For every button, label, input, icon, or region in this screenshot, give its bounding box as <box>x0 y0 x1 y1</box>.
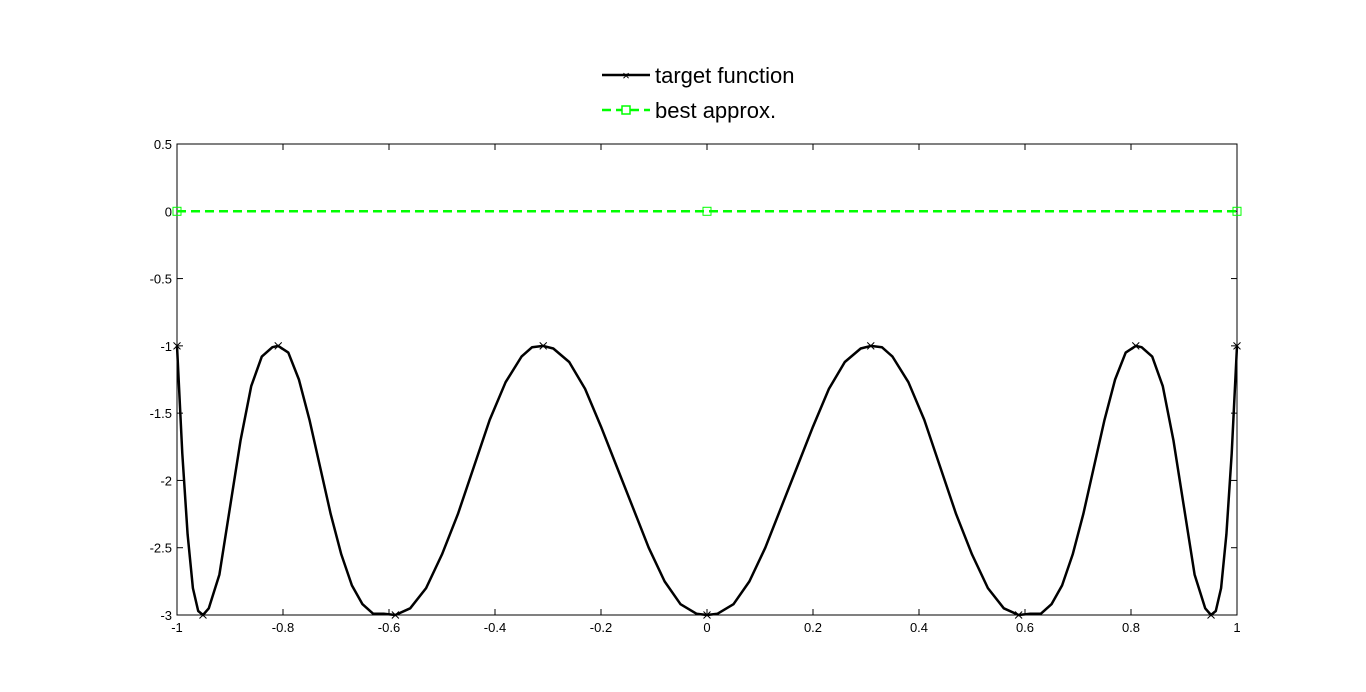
x-tick-label: 0.2 <box>804 620 822 635</box>
y-tick-label: -1 <box>160 339 172 354</box>
legend: × target function best approx. <box>592 58 824 130</box>
legend-marker-best-approx <box>621 105 631 115</box>
x-tick-label: 0.8 <box>1122 620 1140 635</box>
y-tick-label: -2.5 <box>150 541 172 556</box>
data-point-target-function <box>199 611 207 619</box>
y-tick-label: -2 <box>160 473 172 488</box>
y-tick-label: -1.5 <box>150 406 172 421</box>
legend-label-best-approx: best approx. <box>655 98 776 123</box>
data-point-best-approx <box>702 206 712 216</box>
x-tick-label: 0.6 <box>1016 620 1034 635</box>
data-point-target-function <box>173 342 181 350</box>
plot-area <box>176 143 1238 616</box>
data-point-target-function <box>391 611 400 619</box>
data-point-target-function <box>1233 342 1241 350</box>
x-tick-label: 0 <box>703 620 710 635</box>
data-point-target-function <box>1207 611 1215 619</box>
data-point-target-function <box>1131 342 1140 350</box>
legend-label-target-function: target function <box>655 63 794 88</box>
x-tick-label: -1 <box>171 620 183 635</box>
x-tick-label: -0.4 <box>484 620 506 635</box>
x-tick-label: -0.8 <box>272 620 294 635</box>
x-tick-label: 1 <box>1233 620 1240 635</box>
data-point-best-approx <box>172 206 182 216</box>
x-tick-label: -0.6 <box>378 620 400 635</box>
data-point-target-function <box>1014 611 1023 619</box>
data-point-best-approx <box>1232 206 1242 216</box>
legend-box <box>592 58 824 130</box>
data-point-target-function <box>866 342 875 350</box>
y-tick-label: 0 <box>165 204 172 219</box>
legend-marker-target-function: × <box>622 68 630 83</box>
y-tick-label: 0.5 <box>154 137 172 152</box>
data-point-target-function <box>539 342 548 350</box>
x-tick-label: -0.2 <box>590 620 612 635</box>
y-tick-label: -3 <box>160 608 172 623</box>
series-layer <box>172 206 1242 619</box>
ticks-layer: -1 -0.8 -0.6 -0.4 -0.2 0 0.2 0.4 0.6 0.8 1 0.5 0 -0.5… <box>150 137 1241 635</box>
y-tick-label: -0.5 <box>150 272 172 287</box>
data-point-target-function <box>703 611 711 619</box>
x-tick-label: 0.4 <box>910 620 928 635</box>
data-point-target-function <box>274 342 283 350</box>
